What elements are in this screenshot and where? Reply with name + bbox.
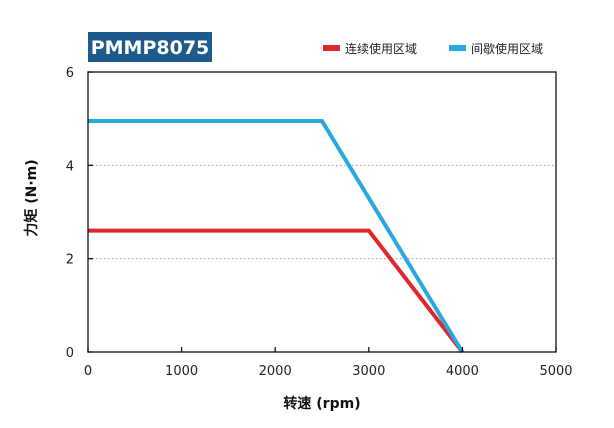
x-tick-label: 0 (84, 364, 92, 379)
legend-swatch-continuous (323, 45, 340, 51)
series-line-continuous (88, 228, 464, 354)
legend-label-continuous: 连续使用区域 (345, 41, 417, 56)
model-label: PMMP8075 (91, 37, 210, 59)
grid-lines (88, 164, 556, 260)
x-axis-title: 转速 (rpm) (283, 395, 360, 412)
y-axis-title: 力矩 (N·m) (23, 159, 40, 236)
x-tick-label: 5000 (539, 364, 572, 379)
x-tick-label: 3000 (352, 364, 385, 379)
y-tick-label: 2 (66, 253, 74, 268)
y-tick-label: 0 (66, 346, 74, 361)
model-badge-background (88, 32, 212, 62)
plot-frame (87, 71, 557, 353)
series-lines (88, 119, 465, 354)
legend-label-intermittent: 间歇使用区域 (471, 41, 543, 56)
y-axis-ticks: 0 2 4 6 (66, 66, 93, 361)
legend-swatch-intermittent (449, 45, 466, 51)
x-tick-label: 1000 (165, 364, 198, 379)
x-axis-ticks: 0 1000 2000 3000 4000 5000 (84, 347, 573, 379)
series-line-intermittent (88, 119, 465, 354)
y-tick-label: 4 (66, 159, 74, 174)
plot-border (87, 71, 557, 353)
y-tick-label: 6 (66, 66, 74, 81)
x-tick-label: 2000 (259, 364, 292, 379)
x-tick-label: 4000 (446, 364, 479, 379)
legend: 连续使用区域 间歇使用区域 (323, 41, 543, 56)
model-badge: PMMP8075 (88, 32, 212, 62)
